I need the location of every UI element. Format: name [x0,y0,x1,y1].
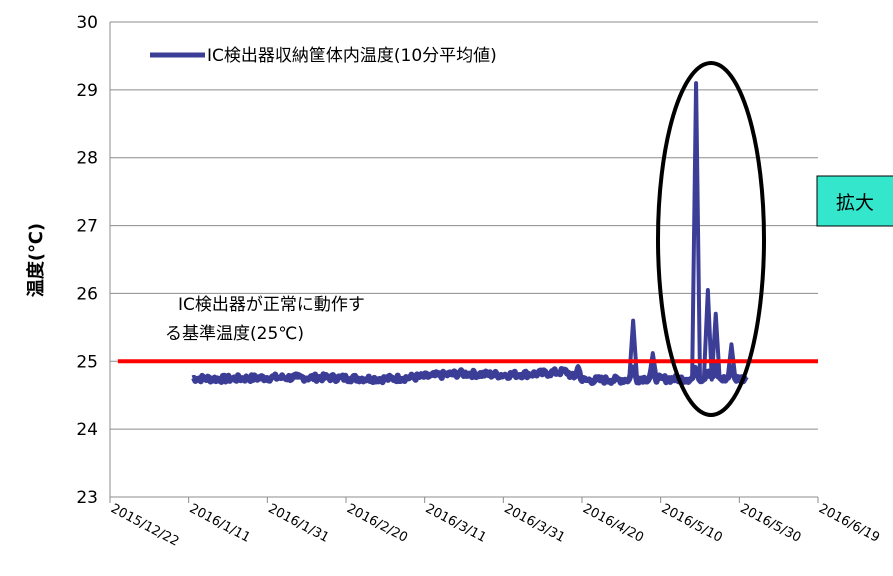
y-tick-label: 24 [76,420,98,440]
y-tick-labels: 23 24 25 26 27 28 29 30 [76,13,98,508]
x-tick-label: 2015/12/22 [108,501,181,549]
y-tick-label: 27 [76,217,98,237]
highlight-ellipse [656,61,766,417]
x-tick-label: 2016/6/19 [816,501,882,546]
x-tick-label: 2016/5/10 [659,501,725,546]
x-tick-label: 2016/4/20 [580,501,646,546]
legend-label: IC検出器収納筐体内温度(10分平均値) [207,46,497,66]
x-tick-label: 2016/5/30 [737,501,803,546]
x-tick-label: 2016/3/11 [423,501,489,546]
legend: IC検出器収納筐体内温度(10分平均値) [150,46,497,66]
callout-box: 拡大 [816,175,893,227]
callout-label: 拡大 [836,192,874,214]
x-tick-labels: 2015/12/22 2016/1/11 2016/1/31 2016/2/20 201… [108,497,882,550]
y-axis-label: 温度(℃) [25,223,47,297]
y-tick-label: 25 [76,352,98,372]
x-tick-label: 2016/2/20 [344,501,410,546]
y-tick-label: 28 [76,149,98,169]
series-line-temperature [192,81,748,383]
threshold-label-line1: IC検出器が正常に動作す [178,295,365,315]
y-tick-label: 23 [76,488,98,508]
y-tick-label: 26 [76,284,98,304]
y-tick-label: 29 [76,81,98,101]
x-tick-label: 2016/1/11 [187,501,253,546]
x-tick-label: 2016/1/31 [265,501,331,546]
x-tick-label: 2016/3/31 [501,501,567,546]
series-lines [117,81,818,386]
grid-lines [109,21,818,498]
threshold-label-line2: る基準温度(25℃) [165,324,304,344]
y-tick-label: 30 [76,13,98,33]
threshold-annotation: IC検出器が正常に動作す る基準温度(25℃) [165,295,365,344]
